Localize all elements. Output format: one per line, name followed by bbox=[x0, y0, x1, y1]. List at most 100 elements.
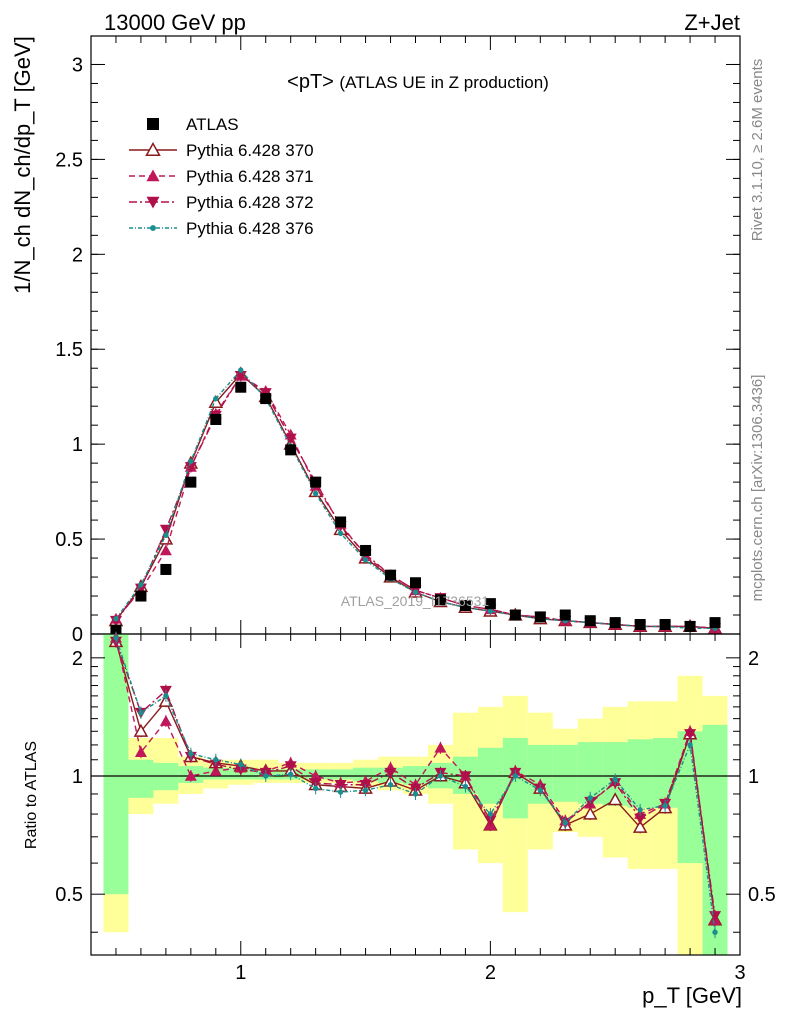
legend-marker bbox=[150, 225, 156, 231]
ratio-plot-panel: 1 2 3 0.5 0.5 1 1 2 2 bbox=[55, 631, 776, 984]
x-tick-label: 2 bbox=[485, 962, 496, 984]
series-point-ratio bbox=[712, 929, 718, 935]
series-point-ratio bbox=[138, 709, 144, 716]
atlas-data-point bbox=[110, 624, 122, 636]
x-tick-label: 3 bbox=[734, 962, 745, 984]
series-point-top bbox=[284, 433, 297, 445]
atlas-data-point bbox=[484, 598, 496, 610]
x-axis-label: p_T [GeV] bbox=[642, 983, 742, 1008]
series-point-ratio bbox=[582, 806, 598, 820]
legend-marker bbox=[146, 196, 160, 209]
series-point-top bbox=[412, 589, 419, 595]
legend-marker bbox=[146, 169, 160, 182]
atlas-data-point bbox=[285, 444, 297, 456]
legend-label: Pythia 6.428 376 bbox=[186, 219, 314, 238]
series-point-ratio bbox=[113, 635, 119, 641]
series-point-top bbox=[362, 557, 369, 563]
series-point-ratio bbox=[412, 791, 419, 797]
legend-marker bbox=[147, 118, 159, 130]
mcplots-label: mcplots.cern.ch [arXiv:1306.3436] bbox=[749, 375, 766, 602]
series-point-ratio bbox=[284, 761, 297, 773]
series-point-ratio bbox=[684, 729, 697, 740]
series-point-ratio bbox=[134, 746, 147, 757]
series-point-ratio bbox=[188, 750, 194, 757]
atlas-data-point bbox=[385, 569, 397, 581]
watermark: ATLAS_2019_I1736531 bbox=[341, 593, 490, 609]
series-point-top bbox=[312, 490, 319, 497]
series-point-ratio bbox=[612, 776, 618, 783]
series-point-top bbox=[337, 530, 344, 537]
atlas-data-point bbox=[509, 609, 521, 621]
legend-label: Pythia 6.428 371 bbox=[186, 167, 314, 186]
rivet-label: Rivet 3.1.10, ≥ 2.6M events bbox=[749, 59, 766, 242]
atlas-data-point bbox=[410, 577, 421, 589]
plot-title: <pT> (ATLAS UE in Z production) bbox=[287, 71, 549, 93]
atlas-data-point bbox=[360, 544, 372, 556]
series-point-ratio bbox=[634, 813, 647, 825]
atlas-data-point bbox=[310, 476, 322, 488]
series-point-ratio bbox=[309, 770, 322, 781]
series-point-top bbox=[487, 608, 494, 614]
series-point-ratio bbox=[462, 783, 469, 790]
series-point-ratio bbox=[459, 771, 472, 783]
atlas-data-point bbox=[659, 619, 671, 631]
series-point-top bbox=[134, 583, 147, 595]
series-point-ratio bbox=[362, 787, 369, 793]
series-point-ratio bbox=[484, 815, 497, 827]
atlas-data-point bbox=[459, 600, 471, 612]
header-left: 13000 GeV pp bbox=[104, 10, 246, 35]
series-point-ratio bbox=[437, 773, 444, 779]
atlas-data-point bbox=[709, 617, 721, 629]
series-point-ratio bbox=[637, 807, 643, 813]
ratio-y-tick-label: 2 bbox=[72, 648, 83, 670]
atlas-data-point bbox=[235, 381, 247, 393]
atlas-data-point bbox=[609, 617, 621, 629]
legend-label: ATLAS bbox=[186, 115, 239, 134]
series-point-ratio bbox=[434, 741, 447, 753]
series-point-ratio bbox=[607, 792, 623, 806]
series-point-top bbox=[213, 395, 219, 402]
series-point-ratio bbox=[562, 820, 568, 826]
series-point-ratio bbox=[238, 761, 244, 768]
header-right: Z+Jet bbox=[684, 10, 740, 35]
legend-marker bbox=[145, 141, 161, 156]
atlas-data-point bbox=[335, 516, 347, 528]
y-tick-label: 2.5 bbox=[55, 149, 83, 171]
series-point-top bbox=[113, 616, 119, 622]
ratio-y-tick-label: 1 bbox=[72, 766, 83, 788]
legend-label: Pythia 6.428 370 bbox=[186, 141, 314, 160]
atlas-data-point bbox=[684, 620, 696, 632]
series-point-ratio bbox=[334, 779, 347, 791]
series-point-top bbox=[184, 462, 197, 473]
y-tick-label: 0.5 bbox=[55, 529, 83, 551]
series-point-ratio bbox=[337, 789, 344, 795]
main-plot-panel: 0 0.5 1 1.5 2 2.5 3 bbox=[55, 35, 741, 646]
series-point-ratio bbox=[213, 757, 219, 763]
series-point-ratio bbox=[159, 715, 172, 726]
series-point-ratio bbox=[384, 767, 397, 779]
legend: ATLAS Pythia 6.428 370 Pythia 6.428 371 Pyt… bbox=[129, 115, 314, 238]
atlas-data-point bbox=[135, 590, 147, 602]
series-point-top bbox=[159, 544, 172, 556]
plot-title-main: <pT> bbox=[287, 71, 334, 93]
ratio-y-tick-label-right: 0.5 bbox=[748, 884, 776, 906]
legend-label: Pythia 6.428 372 bbox=[186, 193, 314, 212]
y-tick-label: 2 bbox=[72, 244, 83, 266]
inner-band bbox=[652, 737, 678, 808]
series-point-ratio bbox=[312, 785, 319, 792]
series-point-ratio bbox=[263, 773, 269, 779]
series-point-top bbox=[188, 458, 194, 464]
series-point-ratio bbox=[387, 782, 394, 788]
series-point-ratio bbox=[287, 771, 294, 778]
atlas-data-point bbox=[210, 413, 222, 425]
series-point-ratio bbox=[632, 819, 648, 833]
y-tick-label: 0 bbox=[72, 624, 83, 646]
plot-title-sub: (ATLAS UE in Z production) bbox=[339, 73, 548, 92]
atlas-data-point bbox=[559, 609, 571, 621]
inner-band bbox=[128, 759, 154, 798]
atlas-data-point bbox=[185, 476, 197, 488]
series-point-top bbox=[138, 581, 144, 588]
series-point-ratio bbox=[587, 795, 593, 801]
atlas-data-point bbox=[584, 615, 596, 627]
